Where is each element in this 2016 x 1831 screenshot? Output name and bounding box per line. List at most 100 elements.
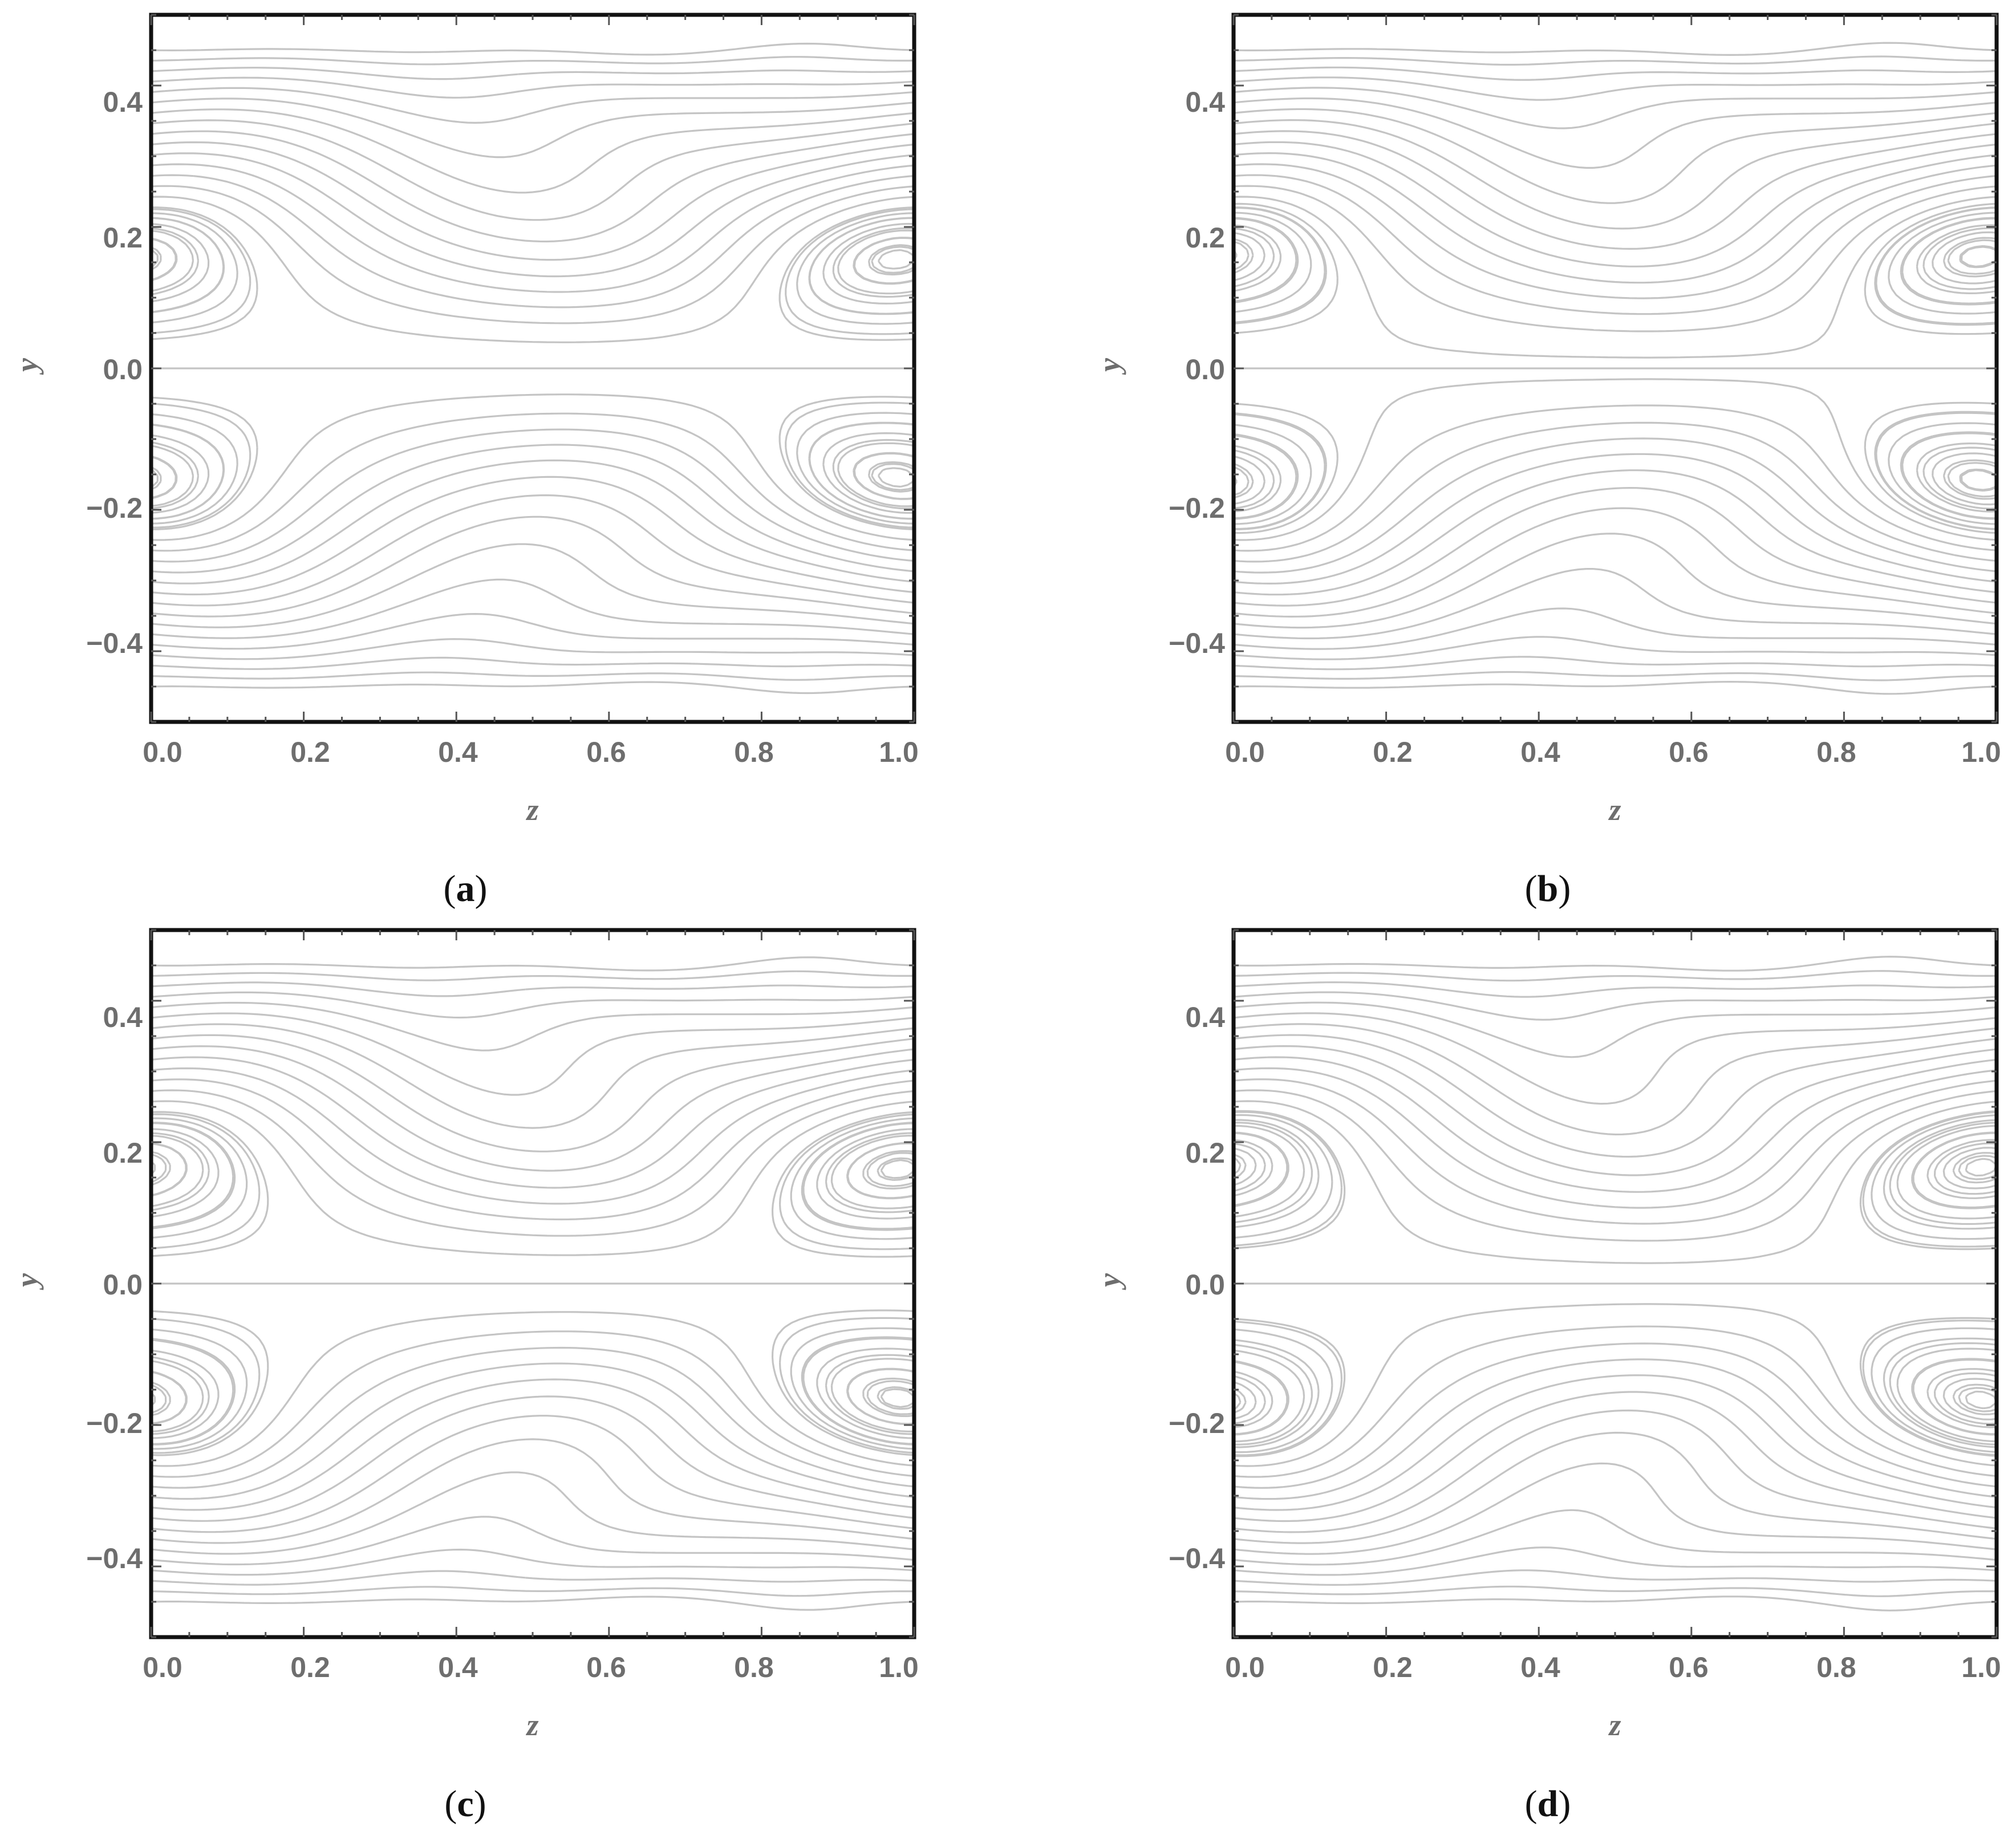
x-tick-label: 0.6 [586,1651,626,1683]
y-tick-label: −0.4 [1169,1542,1225,1574]
streamline-contour [1234,1114,1997,1454]
streamline-contour [151,244,914,493]
axis-ticks [1232,929,1998,1638]
streamline-contour [151,1117,914,1450]
streamline-contour [151,222,914,514]
axis-ticks [150,929,915,1638]
streamline-contour [1234,119,1997,618]
x-axis-label: z [1608,793,1621,827]
y-axis-label: y [1092,1273,1126,1290]
streamline-contour [1234,130,1997,607]
streamline-contour [1234,196,1997,541]
streamline-contour [151,1078,914,1489]
y-tick-label: 0.2 [103,222,143,254]
x-tick-labels: 0.0 0.2 0.4 0.6 0.8 1.0 [143,1651,919,1683]
streamline-contour [151,98,914,639]
streamline-contour [151,130,914,607]
streamline-contour [151,1152,914,1415]
streamline-contour [1234,956,1997,1611]
streamline-contour [1234,1139,1997,1428]
streamline-contour [151,208,914,529]
streamline-contour [151,970,914,1597]
streamline-contour [1234,227,1997,510]
y-tick-label: 0.0 [1185,354,1225,385]
streamline-contour [1234,141,1997,596]
streamline-contour [1234,1122,1997,1446]
y-tick-labels: 0.4 0.2 0.0 −0.2 −0.4 [86,1001,143,1574]
x-tick-label: 0.6 [586,736,626,768]
streamline-contour [151,56,914,681]
streamline-contour [151,237,914,500]
streamline-contour [1234,237,1997,500]
streamline-contour [151,1111,914,1456]
streamline-contour [151,1089,914,1478]
y-tick-label: 0.0 [103,354,143,385]
y-tick-labels: 0.4 0.2 0.0 −0.2 −0.4 [1169,86,1225,659]
streamline-contour [1234,1067,1997,1500]
streamline-contour [151,87,914,650]
streamline-contour [1234,239,1997,498]
streamline-contour [1234,991,1997,1576]
streamline-contour [151,1034,914,1533]
streamline-contour [1234,76,1997,660]
streamline-contour [151,212,914,525]
streamline-contour [151,1067,914,1500]
x-axis-label: z [1608,1708,1621,1742]
streamline-contour [1234,66,1997,671]
panel-label: (a) [444,868,488,910]
x-tick-label: 0.4 [1520,1651,1560,1683]
y-tick-label: 0.2 [1185,222,1225,254]
panel-label: (b) [1525,868,1571,910]
x-tick-label: 0.0 [143,736,182,768]
x-tick-label: 0.4 [438,1651,478,1683]
streamline-contour [1234,1147,1997,1420]
x-tick-label: 0.2 [290,736,330,768]
streamline-contour [151,956,914,1611]
streamline-contour [1234,1110,1997,1458]
streamline-contour [1234,1142,1997,1425]
y-tick-label: 0.4 [103,86,143,118]
y-axis-label: y [1092,358,1126,375]
x-tick-label: 0.8 [1816,1651,1856,1683]
streamline-contour [1234,1034,1997,1533]
streamline-contour [151,249,914,488]
streamline-contour [1234,1045,1997,1523]
x-tick-labels: 0.0 0.2 0.4 0.6 0.8 1.0 [143,736,919,768]
x-tick-label: 0.8 [1816,736,1856,768]
streamline-contour [151,1132,914,1435]
y-tick-labels: 0.4 0.2 0.0 −0.2 −0.4 [86,86,143,659]
y-tick-label: −0.2 [86,1407,143,1439]
streamline-contour [1234,981,1997,1586]
streamline-contour [151,1135,914,1432]
x-tick-labels: 0.0 0.2 0.4 0.6 0.8 1.0 [1225,1651,2001,1683]
x-tick-label: 1.0 [879,1651,919,1683]
streamline-contour [151,163,914,574]
x-tick-label: 0.6 [1669,736,1709,768]
streamline-contour [151,1012,914,1555]
streamline-contour [151,141,914,596]
y-tick-label: −0.4 [1169,627,1225,659]
panel-b: 0.4 0.2 0.0 −0.2 −0.4 0.0 0.2 0.4 0.6 0.… [1092,13,2001,910]
streamline-contour [1234,163,1997,574]
axis-ticks [1232,14,1998,723]
streamline-contour [1234,108,1997,629]
streamline-contour [1234,1119,1997,1448]
streamline-contour [151,1150,914,1418]
x-tick-label: 0.0 [143,1651,182,1683]
streamline-contour [1234,1111,1997,1456]
streamline-contour [1234,42,1997,695]
x-tick-label: 0.2 [1373,736,1413,768]
streamline-contour [1234,87,1997,650]
streamline-contour [151,152,914,584]
streamline-contour [151,185,914,552]
streamline-contour [151,1056,914,1511]
y-tick-label: −0.2 [1169,492,1225,524]
x-axis-label: z [525,793,538,827]
panel-label: (d) [1525,1783,1571,1825]
streamline-contour [1234,202,1997,534]
x-tick-label: 0.0 [1225,736,1265,768]
x-tick-label: 1.0 [1961,736,2001,768]
x-tick-label: 0.2 [290,1651,330,1683]
y-tick-label: 0.0 [1185,1269,1225,1301]
